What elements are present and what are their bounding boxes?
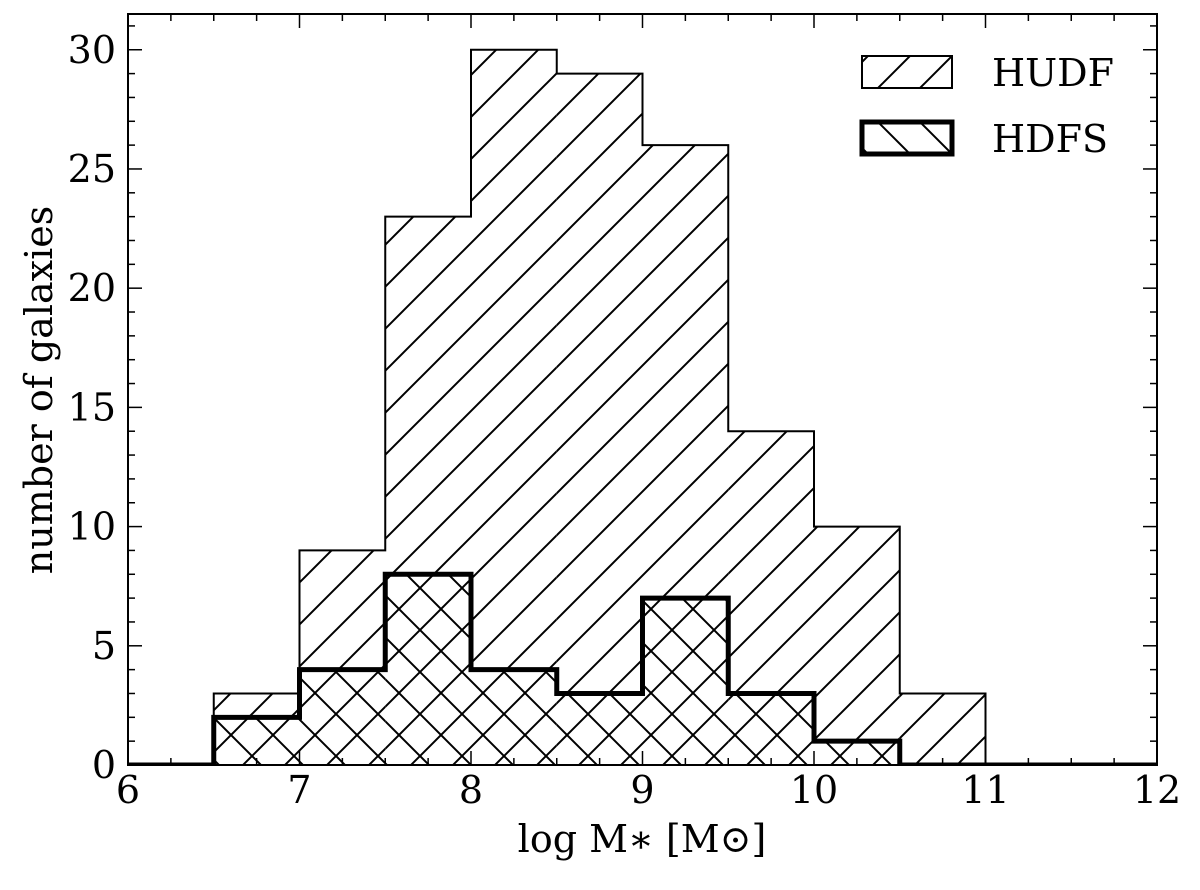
x-tick-label: 8 bbox=[459, 768, 483, 812]
x-tick-label: 12 bbox=[1133, 768, 1181, 812]
bar-hudf-9 bbox=[899, 693, 986, 765]
bar-hdfs-4 bbox=[471, 669, 557, 765]
legend-label-hudf: HUDF bbox=[992, 51, 1114, 95]
y-tick-label: 30 bbox=[68, 28, 116, 72]
x-tick-label: 6 bbox=[116, 768, 140, 812]
step-outline-hudf bbox=[128, 48, 1157, 765]
x-tick-label: 7 bbox=[287, 768, 311, 812]
bar-hdfs-8 bbox=[814, 741, 900, 765]
bar-hudf-5 bbox=[556, 73, 643, 765]
x-tick-label: 10 bbox=[790, 768, 838, 812]
y-axis-label: number of galaxies bbox=[17, 206, 61, 574]
bar-hudf-8 bbox=[814, 526, 900, 765]
legend-label-hdfs: HDFS bbox=[992, 117, 1108, 161]
step-outline-hdfs bbox=[128, 571, 1157, 765]
bar-hdfs-7 bbox=[728, 693, 814, 765]
plot-frame bbox=[127, 13, 1158, 766]
x-tick-label: 9 bbox=[630, 768, 654, 812]
bar-hdfs-5 bbox=[556, 693, 643, 765]
bar-hdfs-6 bbox=[642, 598, 729, 765]
bar-hdfs-3 bbox=[385, 574, 471, 765]
legend: HUDF HDFS bbox=[859, 51, 1114, 161]
y-tick-label: 5 bbox=[92, 624, 116, 668]
y-tick-label: 20 bbox=[68, 266, 116, 310]
y-tick-label: 15 bbox=[68, 385, 116, 429]
bar-hdfs-1 bbox=[213, 717, 300, 765]
bar-hudf-4 bbox=[471, 49, 557, 765]
bar-hdfs-2 bbox=[299, 669, 386, 765]
y-tick-label: 0 bbox=[92, 743, 116, 787]
x-tick-label: 11 bbox=[961, 768, 1009, 812]
y-tick-label: 25 bbox=[68, 147, 116, 191]
legend-swatch-hudf bbox=[861, 55, 953, 89]
y-tick-label: 10 bbox=[68, 505, 116, 549]
x-axis-label: log M∗ [M⊙] bbox=[518, 817, 767, 861]
histogram-bars bbox=[128, 48, 1157, 765]
legend-swatch-hdfs bbox=[859, 119, 955, 157]
tick-labels: 6 7 8 9 10 11 12 0 5 10 15 20 25 30 bbox=[68, 28, 1182, 812]
